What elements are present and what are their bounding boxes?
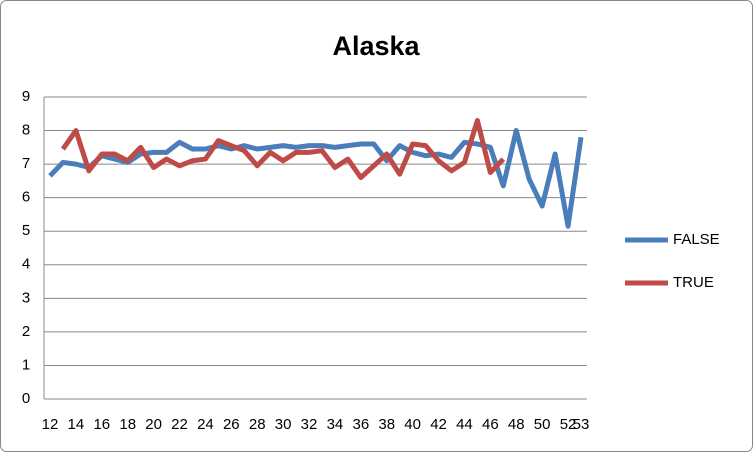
x-tick-label: 20 (145, 416, 162, 433)
x-tick-label: 36 (352, 416, 369, 433)
line-series (60, 117, 506, 181)
y-tick-label: 6 (22, 189, 30, 206)
x-tick-label: 24 (197, 416, 214, 433)
x-tick-label: 26 (223, 416, 240, 433)
y-tick-label: 1 (22, 356, 30, 373)
y-tick-label: 5 (22, 222, 30, 239)
x-tick-label: 32 (301, 416, 318, 433)
x-tick-label: 48 (508, 416, 525, 433)
x-tick-label: 38 (378, 416, 395, 433)
x-tick-label: 46 (482, 416, 499, 433)
legend-label: FALSE (673, 231, 720, 248)
x-tick-label: 50 (534, 416, 551, 433)
x-tick-label: 44 (456, 416, 473, 433)
x-tick-label: 28 (249, 416, 266, 433)
y-tick-label: 2 (22, 323, 30, 340)
legend-label: TRUE (673, 274, 714, 291)
x-tick-label: 16 (93, 416, 110, 433)
x-tick-label: 53 (573, 416, 590, 433)
y-tick-label: 0 (22, 390, 30, 407)
x-tick-label: 22 (171, 416, 188, 433)
chart-title: Alaska (332, 31, 420, 61)
x-tick-label: 12 (42, 416, 59, 433)
x-tick-label: 14 (68, 416, 85, 433)
y-tick-label: 7 (22, 155, 30, 172)
x-tick-label: 34 (327, 416, 344, 433)
y-tick-label: 3 (22, 289, 30, 306)
line-series (48, 128, 584, 229)
y-tick-label: 9 (22, 88, 30, 105)
x-tick-label: 18 (119, 416, 136, 433)
x-tick-label: 42 (430, 416, 447, 433)
x-tick-label: 40 (404, 416, 421, 433)
x-tick-label: 30 (275, 416, 292, 433)
x-tick-label: 52 (560, 416, 577, 433)
y-tick-label: 4 (22, 256, 30, 273)
y-tick-label: 8 (22, 122, 30, 139)
